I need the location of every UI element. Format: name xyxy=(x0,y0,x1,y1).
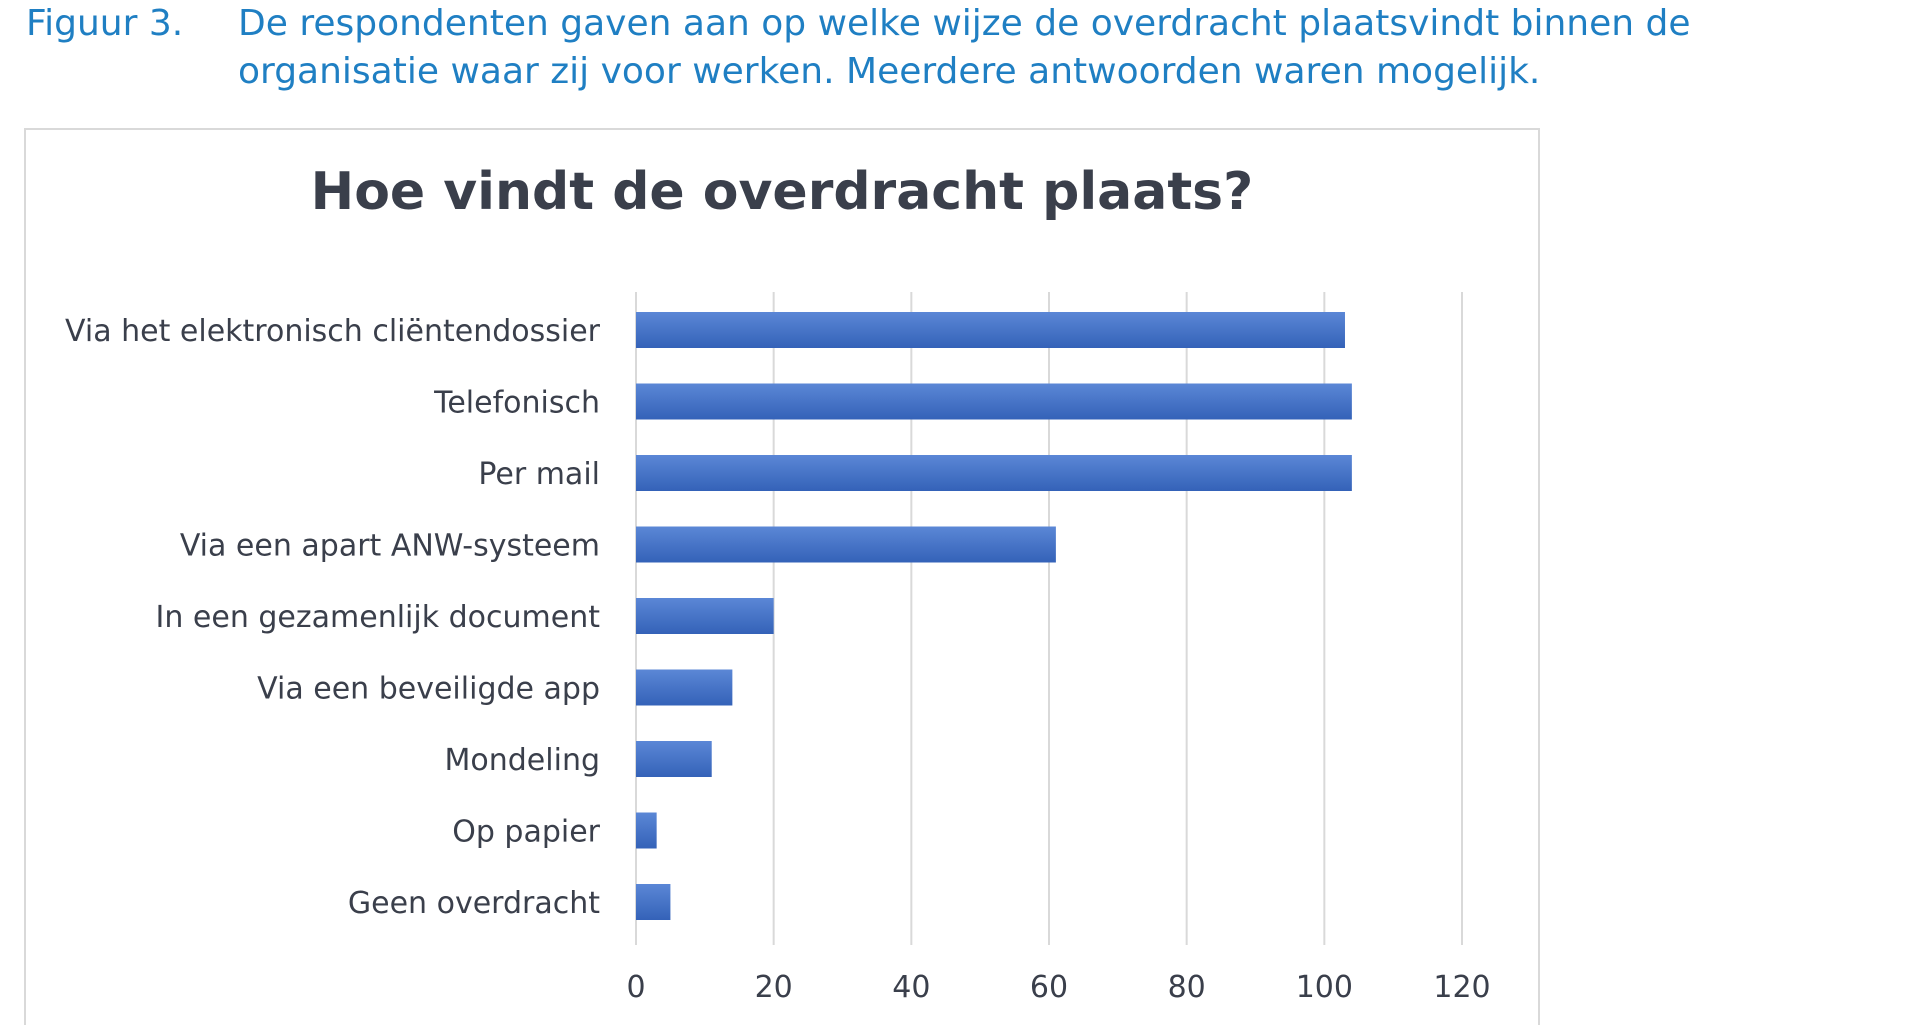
bars xyxy=(636,312,1352,920)
category-label-6: Mondeling xyxy=(445,743,600,778)
category-labels: Via het elektronisch cliëntendossier Tele… xyxy=(65,314,601,921)
category-label-4: In een gezamenlijk document xyxy=(156,600,601,635)
x-tick-label-80: 80 xyxy=(1168,970,1206,1005)
bar-4 xyxy=(636,598,774,634)
x-tick-label-60: 60 xyxy=(1030,970,1068,1005)
bar-7 xyxy=(636,812,657,849)
bar-8 xyxy=(636,884,671,920)
category-label-5: Via een beveiligde app xyxy=(257,672,600,707)
x-tick-label-0: 0 xyxy=(626,970,645,1005)
category-label-0: Via het elektronisch cliëntendossier xyxy=(65,314,601,349)
figure-label: Figuur 3. xyxy=(26,3,184,44)
bar-1 xyxy=(636,383,1352,420)
x-tick-label-100: 100 xyxy=(1296,970,1353,1005)
category-label-3: Via een apart ANW-systeem xyxy=(180,529,600,564)
chart-title: Hoe vindt de overdracht plaats? xyxy=(310,162,1254,222)
bar-6 xyxy=(636,741,712,777)
category-label-7: Op papier xyxy=(452,815,600,850)
category-label-2: Per mail xyxy=(478,457,600,492)
bar-3 xyxy=(636,526,1056,563)
x-tick-label-20: 20 xyxy=(755,970,793,1005)
x-tick-label-40: 40 xyxy=(892,970,930,1005)
bar-2 xyxy=(636,455,1352,491)
x-tick-label-120: 120 xyxy=(1433,970,1490,1005)
x-tick-labels: 0 20 40 60 80 100 120 xyxy=(626,970,1490,1005)
bar-0 xyxy=(636,312,1345,348)
category-label-8: Geen overdracht xyxy=(348,886,600,921)
bar-5 xyxy=(636,669,733,706)
category-label-1: Telefonisch xyxy=(433,386,600,421)
chart-frame xyxy=(24,128,1540,1025)
figure-caption-text: De respondenten gaven aan op welke wijze… xyxy=(238,3,1691,92)
